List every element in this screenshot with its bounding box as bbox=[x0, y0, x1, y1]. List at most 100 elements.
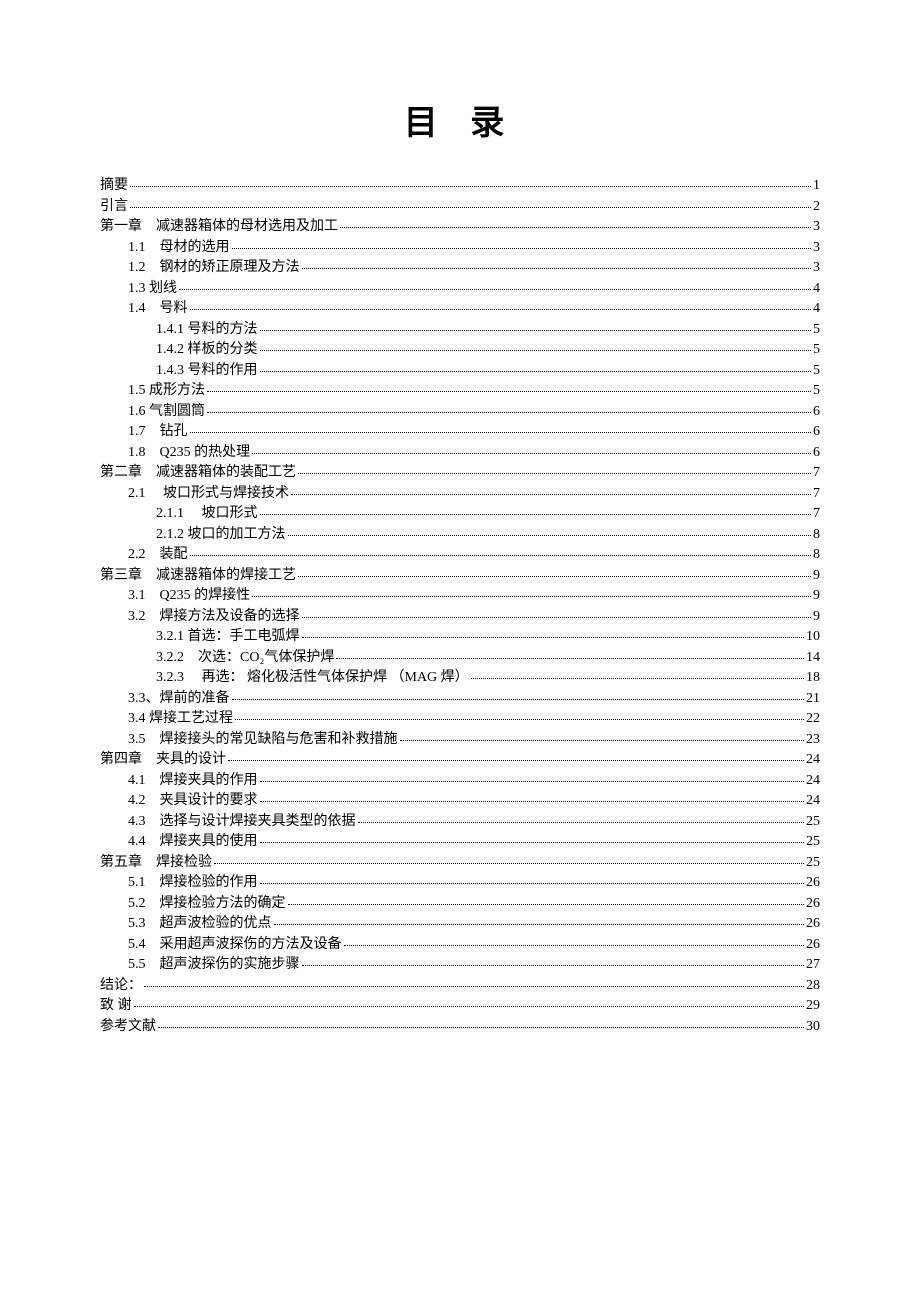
toc-entry-label: 5.2 焊接检验方法的确定 bbox=[128, 897, 286, 911]
toc-entry-page: 5 bbox=[813, 323, 820, 337]
toc-entry-label: 引言 bbox=[100, 200, 128, 214]
toc-leader-dots bbox=[134, 1006, 805, 1007]
toc-entry-page: 5 bbox=[813, 343, 820, 357]
toc-entry-page: 24 bbox=[806, 794, 820, 808]
toc-leader-dots bbox=[158, 1027, 804, 1028]
toc-leader-dots bbox=[340, 227, 811, 228]
toc-entry-page: 26 bbox=[806, 876, 820, 890]
toc-leader-dots bbox=[190, 555, 812, 556]
toc-leader-dots bbox=[228, 760, 804, 761]
toc-entry-label: 结论： bbox=[100, 979, 142, 993]
toc-entry-page: 14 bbox=[806, 651, 820, 665]
toc-entry-label: 2.1 坡口形式与焊接技术 bbox=[128, 487, 289, 501]
toc-entry-page: 8 bbox=[813, 548, 820, 562]
toc-leader-dots bbox=[235, 719, 804, 720]
toc-leader-dots bbox=[400, 740, 805, 741]
toc-entry-label: 摘要 bbox=[100, 179, 128, 193]
toc-leader-dots bbox=[130, 207, 811, 208]
toc-entry: 第二章 减速器箱体的装配工艺7 bbox=[100, 466, 820, 480]
toc-entry-page: 25 bbox=[806, 835, 820, 849]
toc-leader-dots bbox=[288, 904, 805, 905]
toc-entry-label: 2.1.2 坡口的加工方法 bbox=[156, 528, 286, 542]
toc-entry-page: 6 bbox=[813, 405, 820, 419]
toc-entry-label: 3.4 焊接工艺过程 bbox=[128, 712, 233, 726]
toc-entry: 3.2 焊接方法及设备的选择 9 bbox=[100, 610, 820, 624]
toc-entry: 第三章 减速器箱体的焊接工艺9 bbox=[100, 569, 820, 583]
toc-entry-label: 1.6 气割圆筒 bbox=[128, 405, 205, 419]
toc-entry: 4.4 焊接夹具的使用25 bbox=[100, 835, 820, 849]
toc-entry-label: 5.4 采用超声波探伤的方法及设备 bbox=[128, 938, 342, 952]
toc-entry: 3.5 焊接接头的常见缺陷与危害和补救措施23 bbox=[100, 733, 820, 747]
toc-entry-label: 5.3 超声波检验的优点 bbox=[128, 917, 272, 931]
toc-entry-page: 22 bbox=[806, 712, 820, 726]
toc-entry: 1.2 钢材的矫正原理及方法3 bbox=[100, 261, 820, 275]
toc-entry: 第一章 减速器箱体的母材选用及加工3 bbox=[100, 220, 820, 234]
toc-entry-label: 5.5 超声波探伤的实施步骤 bbox=[128, 958, 300, 972]
toc-leader-dots bbox=[214, 863, 804, 864]
toc-leader-dots bbox=[207, 412, 811, 413]
toc-entry-label: 4.1 焊接夹具的作用 bbox=[128, 774, 258, 788]
toc-entry-page: 27 bbox=[806, 958, 820, 972]
toc-leader-dots bbox=[179, 289, 811, 290]
toc-entry-label: 3.2 焊接方法及设备的选择 bbox=[128, 610, 300, 624]
toc-entry-label: 1.7 钻孔 bbox=[128, 425, 188, 439]
toc-entry-page: 26 bbox=[806, 938, 820, 952]
toc-entry-label: 2.2 装配 bbox=[128, 548, 188, 562]
toc-entry: 3.2.1 首选：手工电弧焊10 bbox=[100, 630, 820, 644]
toc-leader-dots bbox=[336, 658, 804, 659]
toc-entry: 摘要1 bbox=[100, 179, 820, 193]
toc-entry-label: 1.4 号料 bbox=[128, 302, 188, 316]
toc-entry: 结论： 28 bbox=[100, 979, 820, 993]
toc-entry: 1.3 划线4 bbox=[100, 282, 820, 296]
toc-entry-page: 8 bbox=[813, 528, 820, 542]
toc-entry: 5.4 采用超声波探伤的方法及设备 26 bbox=[100, 938, 820, 952]
toc-entry: 5.3 超声波检验的优点26 bbox=[100, 917, 820, 931]
toc-entry-page: 9 bbox=[813, 610, 820, 624]
toc-entry: 4.1 焊接夹具的作用24 bbox=[100, 774, 820, 788]
toc-leader-dots bbox=[288, 535, 812, 536]
toc-entry-page: 25 bbox=[806, 856, 820, 870]
toc-entry: 3.1 Q235 的焊接性 9 bbox=[100, 589, 820, 603]
toc-leader-dots bbox=[260, 781, 805, 782]
toc-entry-page: 23 bbox=[806, 733, 820, 747]
toc-leader-dots bbox=[260, 330, 812, 331]
toc-entry-label: 第五章 焊接检验 bbox=[100, 856, 212, 870]
toc-leader-dots bbox=[232, 248, 812, 249]
toc-entry-page: 28 bbox=[806, 979, 820, 993]
toc-entry-page: 18 bbox=[806, 671, 820, 685]
toc-entry-label: 5.1 焊接检验的作用 bbox=[128, 876, 258, 890]
toc-entry-label: 第四章 夹具的设计 bbox=[100, 753, 226, 767]
toc-entry-label: 1.5 成形方法 bbox=[128, 384, 205, 398]
toc-entry: 第四章 夹具的设计24 bbox=[100, 753, 820, 767]
toc-entry: 1.1 母材的选用3 bbox=[100, 241, 820, 255]
toc-entry-label: 3.1 Q235 的焊接性 bbox=[128, 589, 250, 603]
toc-leader-dots bbox=[260, 842, 805, 843]
toc-entry-label: 1.4.1 号料的方法 bbox=[156, 323, 258, 337]
toc-entry-page: 9 bbox=[813, 589, 820, 603]
toc-entry-label: 1.4.2 样板的分类 bbox=[156, 343, 258, 357]
toc-leader-dots bbox=[260, 350, 812, 351]
toc-title: 目 录 bbox=[100, 95, 820, 144]
toc-entry: 1.4.1 号料的方法 5 bbox=[100, 323, 820, 337]
toc-leader-dots bbox=[274, 924, 805, 925]
toc-entry-label: 第二章 减速器箱体的装配工艺 bbox=[100, 466, 296, 480]
toc-leader-dots bbox=[358, 822, 805, 823]
toc-entry-label: 2.1.1 坡口形式 bbox=[156, 507, 258, 521]
toc-entry: 2.2 装配 8 bbox=[100, 548, 820, 562]
toc-entry-page: 3 bbox=[813, 241, 820, 255]
toc-leader-dots bbox=[302, 637, 805, 638]
toc-entry-label: 1.4.3 号料的作用 bbox=[156, 364, 258, 378]
toc-entry: 1.7 钻孔6 bbox=[100, 425, 820, 439]
toc-entry: 4.2 夹具设计的要求24 bbox=[100, 794, 820, 808]
toc-leader-dots bbox=[260, 883, 805, 884]
toc-entry-page: 30 bbox=[806, 1020, 820, 1034]
toc-entry-page: 26 bbox=[806, 897, 820, 911]
toc-leader-dots bbox=[144, 986, 804, 987]
toc-entry-label: 参考文献 bbox=[100, 1020, 156, 1034]
toc-entry: 3.4 焊接工艺过程 22 bbox=[100, 712, 820, 726]
toc-leader-dots bbox=[471, 678, 804, 679]
toc-entry: 引言2 bbox=[100, 200, 820, 214]
toc-entry: 3.3、焊前的准备21 bbox=[100, 692, 820, 706]
toc-entry: 5.5 超声波探伤的实施步骤 27 bbox=[100, 958, 820, 972]
toc-entry: 5.1 焊接检验的作用 26 bbox=[100, 876, 820, 890]
